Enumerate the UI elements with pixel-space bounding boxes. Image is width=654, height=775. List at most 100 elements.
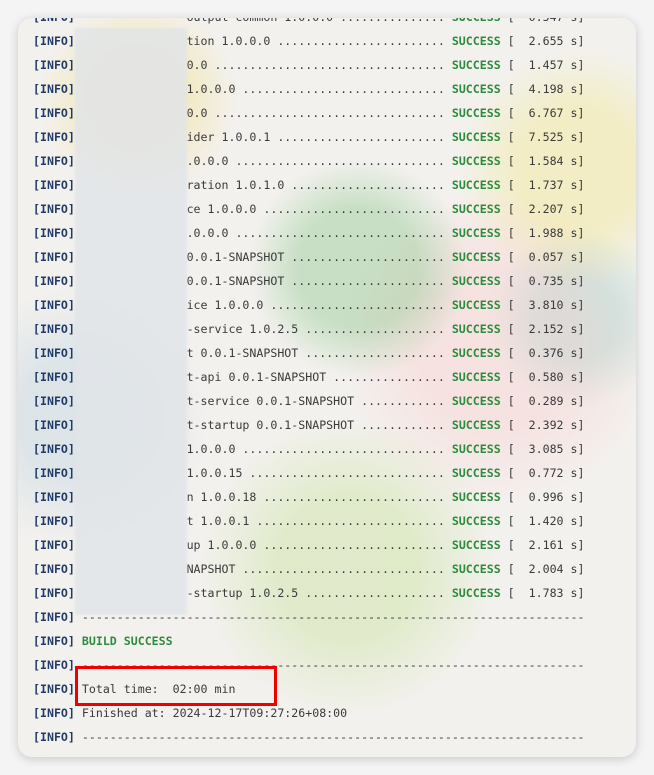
duration: 0.580: [528, 370, 564, 384]
status-success: SUCCESS: [451, 418, 501, 432]
log-level: [INFO]: [33, 394, 75, 408]
module-row: [INFO] -service 1.0.2.5 ................…: [33, 322, 585, 336]
log-level: [INFO]: [33, 658, 75, 672]
log-level: [INFO]: [33, 82, 75, 96]
status-success: SUCCESS: [451, 130, 501, 144]
log-level: [INFO]: [33, 634, 75, 648]
status-success: SUCCESS: [451, 82, 501, 96]
log-level: [INFO]: [33, 154, 75, 168]
module-row: [INFO] .0.0.0 ..........................…: [33, 154, 585, 168]
log-level: [INFO]: [33, 18, 75, 24]
module-row: [INFO] -startup 1.0.2.5 ................…: [33, 586, 585, 600]
module-name: -service 1.0.2.5: [186, 322, 299, 336]
status-success: SUCCESS: [451, 250, 501, 264]
duration: 1.783: [528, 586, 564, 600]
duration: 0.057: [528, 250, 564, 264]
total-time-text: Total time: 02:00 min: [81, 682, 236, 696]
log-level: [INFO]: [33, 442, 75, 456]
module-name: -startup 1.0.2.5: [186, 586, 299, 600]
module-row: [INFO] 0.0 .............................…: [33, 58, 585, 72]
status-success: SUCCESS: [451, 442, 501, 456]
duration: 2.152: [528, 322, 564, 336]
log-level: [INFO]: [33, 178, 75, 192]
module-name: t-startup 0.0.1-SNAPSHOT: [186, 418, 355, 432]
module-row: [INFO] t-api 0.0.1-SNAPSHOT ............…: [33, 370, 585, 384]
module-row: [INFO] n 1.0.0.18 ......................…: [33, 490, 585, 504]
log-level: [INFO]: [33, 418, 75, 432]
module-name: ce 1.0.0.0: [186, 202, 257, 216]
module-name: 0.0.1-SNAPSHOT: [186, 250, 285, 264]
log-level: [INFO]: [33, 250, 75, 264]
duration: 4.198: [528, 82, 564, 96]
module-name: n 1.0.0.18: [186, 490, 257, 504]
status-success: SUCCESS: [451, 274, 501, 288]
module-name: 1.0.0.0: [186, 442, 236, 456]
module-row: [INFO] ice 1.0.0.0 .....................…: [33, 298, 585, 312]
duration: 0.376: [528, 346, 564, 360]
module-row: [INFO] ce 1.0.0.0 ......................…: [33, 202, 585, 216]
log-level: [INFO]: [33, 130, 75, 144]
log-level: [INFO]: [33, 562, 75, 576]
log-level: [INFO]: [33, 34, 75, 48]
status-success: SUCCESS: [451, 58, 501, 72]
module-name: t 0.0.1-SNAPSHOT: [186, 346, 299, 360]
status-success: SUCCESS: [452, 18, 501, 24]
separator-text: ----------------------------------------…: [81, 730, 585, 744]
module-row: [INFO] .0.0.0 ..........................…: [33, 226, 585, 240]
log-level: [INFO]: [33, 586, 75, 600]
duration: 3.085: [528, 442, 564, 456]
finished-at-text: Finished at: 2024-12-17T09:27:26+08:00: [81, 706, 348, 720]
duration: 3.810: [528, 298, 564, 312]
duration: 2.207: [528, 202, 564, 216]
build-result: [INFO] BUILD SUCCESS: [33, 629, 585, 653]
module-row: [INFO] tion 1.0.0.0 ....................…: [33, 34, 585, 48]
log-level: [INFO]: [33, 322, 75, 336]
log-level: [INFO]: [33, 730, 75, 744]
log-level: [INFO]: [33, 706, 75, 720]
module-row: [INFO] 0.0 .............................…: [33, 106, 585, 120]
status-success: SUCCESS: [451, 106, 501, 120]
separator: [INFO] ---------------------------------…: [33, 725, 585, 749]
module-row: [INFO] t 1.0.0.1 .......................…: [33, 514, 585, 528]
status-success: SUCCESS: [451, 586, 501, 600]
status-success: SUCCESS: [451, 466, 501, 480]
module-name: ice 1.0.0.0: [186, 298, 264, 312]
finished-at: [INFO] Finished at: 2024-12-17T09:27:26+…: [33, 701, 585, 725]
module-name: ration 1.0.1.0: [186, 178, 285, 192]
terminal-output-panel: [INFO] output common 1.0.0.0 ...........…: [18, 18, 636, 757]
log-level: [INFO]: [33, 274, 75, 288]
module-name: t-api 0.0.1-SNAPSHOT: [186, 370, 327, 384]
duration: 2.004: [528, 562, 564, 576]
total-time: [INFO] Total time: 02:00 min: [33, 677, 585, 701]
status-success: SUCCESS: [451, 562, 501, 576]
module-name: 0.0: [186, 106, 208, 120]
status-success: SUCCESS: [451, 226, 501, 240]
duration: 0.735: [528, 274, 564, 288]
separator: [INFO] ---------------------------------…: [33, 605, 585, 629]
log-level: [INFO]: [33, 610, 75, 624]
module-name: up 1.0.0.0: [186, 538, 257, 552]
log-level: [INFO]: [33, 346, 75, 360]
duration: 2.655: [528, 34, 564, 48]
log-level: [INFO]: [33, 370, 75, 384]
status-success: SUCCESS: [451, 202, 501, 216]
log-level: [INFO]: [33, 514, 75, 528]
module-row: [INFO] 0.0.1-SNAPSHOT ..................…: [33, 274, 585, 288]
module-row: [INFO] 1.0.0.15 ........................…: [33, 466, 585, 480]
module-row: [INFO] 1.0.0.0 .........................…: [33, 82, 585, 96]
module-name: t-service 0.0.1-SNAPSHOT: [186, 394, 355, 408]
module-row: [INFO] t-service 0.0.1-SNAPSHOT ........…: [33, 394, 585, 408]
log-level: [INFO]: [33, 226, 75, 240]
status-success: SUCCESS: [451, 514, 501, 528]
log-level: [INFO]: [33, 466, 75, 480]
module-row-partial: [INFO] output common 1.0.0.0 ...........…: [33, 18, 585, 29]
duration: 1.988: [528, 226, 564, 240]
build-result-text: BUILD SUCCESS: [81, 634, 173, 648]
duration: 7.525: [528, 130, 564, 144]
duration: 1.420: [528, 514, 564, 528]
duration: 0.996: [528, 490, 564, 504]
duration: 0.772: [528, 466, 564, 480]
duration: 6.767: [528, 106, 564, 120]
status-success: SUCCESS: [451, 394, 501, 408]
module-name: 0.0: [186, 58, 208, 72]
